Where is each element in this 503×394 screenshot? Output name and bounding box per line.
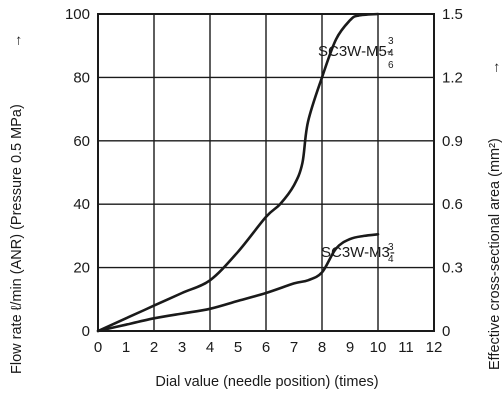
y-right-tick-label: 0 [442, 323, 450, 340]
x-tick-label: 9 [346, 339, 354, 356]
curve-label-sc3w-m3: SC3W-M3- 3 4 [321, 242, 395, 265]
x-axis-label: Dial value (needle position) (times) [155, 374, 378, 390]
x-tick-label: 2 [150, 339, 158, 356]
y-left-tick-label: 60 [73, 133, 90, 150]
x-tick-label: 0 [94, 339, 102, 356]
curve-label-sc3w-m5-sup2: 4 [388, 48, 394, 59]
x-tick-label: 5 [234, 339, 242, 356]
x-tick-label: 7 [290, 339, 298, 356]
tick-labels: 0 1 2 3 4 5 6 7 8 9 10 11 1202040608010000.30.60.91.… [65, 6, 463, 356]
x-tick-label: 1 [122, 339, 130, 356]
y-left-tick-label: 0 [82, 323, 90, 340]
y-left-axis-arrow: → [9, 34, 25, 49]
y-left-tick-label: 100 [65, 6, 90, 23]
curve-label-sc3w-m3-sup2: 4 [388, 254, 394, 265]
x-tick-label: 11 [398, 339, 414, 356]
grid-lines [98, 14, 434, 331]
x-tick-label: 10 [370, 339, 387, 356]
y-right-tick-label: 1.5 [442, 6, 463, 23]
y-left-tick-label: 80 [73, 69, 90, 86]
y-left-tick-label: 20 [73, 260, 90, 277]
x-tick-label: 4 [206, 339, 214, 356]
y-right-tick-label: 1.2 [442, 69, 463, 86]
x-tick-label: 12 [426, 339, 443, 356]
curves [96, 12, 380, 333]
y-left-axis-label: Flow rate ℓ/min (ANR) (Pressure 0.5 MPa) [9, 104, 25, 374]
curve-sc3w-m5 [96, 12, 380, 333]
curve-label-sc3w-m5-sup1: 3 [388, 36, 394, 47]
curve-label-sc3w-m3-sup1: 3 [388, 242, 394, 253]
curve-label-sc3w-m3-text: SC3W-M3- [321, 244, 395, 261]
x-tick-label: 6 [262, 339, 270, 356]
y-left-tick-label: 40 [73, 196, 90, 213]
x-tick-label: 8 [318, 339, 326, 356]
curve-label-sc3w-m5: SC3W-M5- 3 4 6 [318, 36, 394, 71]
x-tick-label: 3 [178, 339, 186, 356]
y-right-tick-label: 0.6 [442, 196, 463, 213]
y-right-axis-arrow: → [487, 61, 503, 76]
curve-label-sc3w-m5-sup3: 6 [388, 60, 394, 71]
curve-label-sc3w-m5-text: SC3W-M5- [318, 43, 392, 60]
curve-sc3w-m3 [96, 233, 380, 333]
y-right-tick-label: 0.3 [442, 260, 463, 277]
y-right-tick-label: 0.9 [442, 133, 463, 150]
plot-frame [97, 13, 435, 332]
y-right-axis-label: Effective cross-sectional area (mm²) [487, 138, 503, 370]
